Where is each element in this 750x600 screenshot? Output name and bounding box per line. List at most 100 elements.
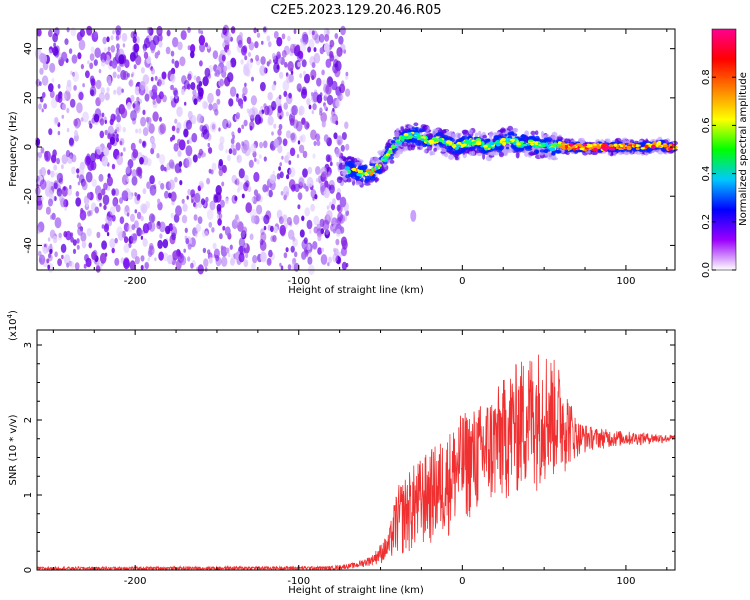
trace-band	[390, 140, 395, 144]
noise-blob	[109, 136, 115, 145]
noise-blob	[198, 87, 204, 97]
noise-blob	[195, 233, 198, 238]
trace-core	[548, 143, 551, 148]
noise-blob	[266, 257, 272, 266]
snr-x-ticks: -200 -100 0 100	[52, 330, 668, 587]
noise-blob	[131, 224, 136, 231]
noise-blob	[72, 248, 77, 254]
trace-core	[549, 147, 556, 152]
noise-blob	[119, 197, 123, 204]
noise-blob	[315, 133, 320, 142]
noise-blob	[221, 181, 225, 187]
noise-blob	[173, 143, 179, 152]
noise-blob	[99, 130, 105, 139]
noise-blob	[127, 224, 133, 233]
noise-blob	[141, 206, 146, 213]
noise-blob	[250, 143, 257, 153]
noise-blob	[101, 155, 109, 167]
noise-blob	[207, 92, 214, 104]
noise-blob	[102, 194, 110, 206]
noise-blob	[170, 212, 174, 219]
noise-blob	[158, 180, 161, 185]
noise-blob	[162, 94, 167, 103]
noise-blob	[180, 30, 187, 41]
trace-halo	[410, 143, 416, 151]
noise-blob	[259, 238, 264, 246]
noise-blob	[38, 169, 43, 176]
noise-blob	[107, 46, 111, 52]
noise-blob	[158, 40, 163, 48]
noise-blob	[66, 107, 70, 114]
noise-blob	[81, 240, 87, 249]
noise-blob	[211, 227, 215, 233]
noise-blob	[246, 36, 252, 45]
noise-blob	[144, 93, 150, 102]
noise-blob	[158, 91, 164, 100]
noise-blob	[244, 145, 251, 157]
noise-blob	[74, 262, 80, 270]
trace-core	[465, 141, 469, 144]
noise-blob	[121, 190, 129, 202]
x-tick-label: 100	[616, 276, 635, 287]
noise-blob	[295, 44, 301, 53]
noise-blob	[331, 203, 335, 211]
noise-blob	[80, 63, 84, 70]
noise-blob	[156, 25, 163, 37]
noise-blob	[134, 192, 137, 197]
trace-band	[348, 164, 355, 168]
noise-blob	[301, 86, 307, 96]
trace-core	[509, 138, 515, 142]
noise-blob	[70, 232, 74, 238]
noise-blob	[282, 138, 288, 147]
noise-blob	[149, 242, 154, 251]
noise-blob	[100, 59, 106, 67]
noise-blob	[125, 166, 132, 177]
noise-blob	[304, 207, 311, 217]
noise-blob	[291, 105, 298, 116]
noise-blob	[138, 128, 142, 134]
noise-blob	[149, 184, 157, 196]
noise-blob	[136, 195, 141, 201]
trace-core	[375, 166, 379, 170]
noise-blob	[241, 141, 245, 147]
noise-blob	[159, 116, 162, 122]
noise-blob	[38, 152, 42, 159]
noise-blob	[101, 188, 106, 196]
noise-blob	[183, 248, 186, 253]
noise-blob	[224, 31, 232, 43]
trace-halo	[394, 131, 400, 138]
trace-band	[442, 134, 449, 139]
trace-core	[481, 141, 485, 146]
noise-blob	[64, 38, 69, 45]
noise-blob	[321, 120, 326, 128]
noise-blob	[103, 182, 108, 191]
noise-blob	[198, 148, 204, 156]
noise-blob	[167, 254, 173, 265]
noise-blob	[89, 53, 95, 61]
noise-blob	[157, 50, 161, 56]
noise-blob	[332, 198, 336, 205]
noise-blob	[187, 26, 191, 33]
noise-blob	[90, 46, 95, 53]
trace-core	[380, 159, 386, 161]
noise-blob	[36, 196, 43, 206]
trace-core	[456, 141, 462, 145]
trace-core	[471, 141, 477, 144]
noise-blob	[36, 226, 41, 234]
trace-core	[462, 143, 467, 147]
trace-core	[403, 132, 409, 137]
trace-halo	[499, 128, 506, 133]
noise-blob	[191, 199, 194, 204]
noise-blob	[210, 121, 217, 133]
noise-blob	[130, 213, 135, 222]
noise-blob	[329, 39, 335, 48]
noise-blob	[229, 244, 233, 250]
noise-blob	[229, 86, 237, 97]
noise-blob	[54, 251, 58, 258]
noise-blob	[298, 176, 305, 187]
trace-band	[526, 136, 533, 141]
noise-blob	[227, 154, 231, 162]
noise-blob	[56, 172, 64, 183]
spectrogram-x-axis-label: Height of straight line (km)	[288, 285, 424, 296]
noise-blob	[216, 203, 222, 212]
